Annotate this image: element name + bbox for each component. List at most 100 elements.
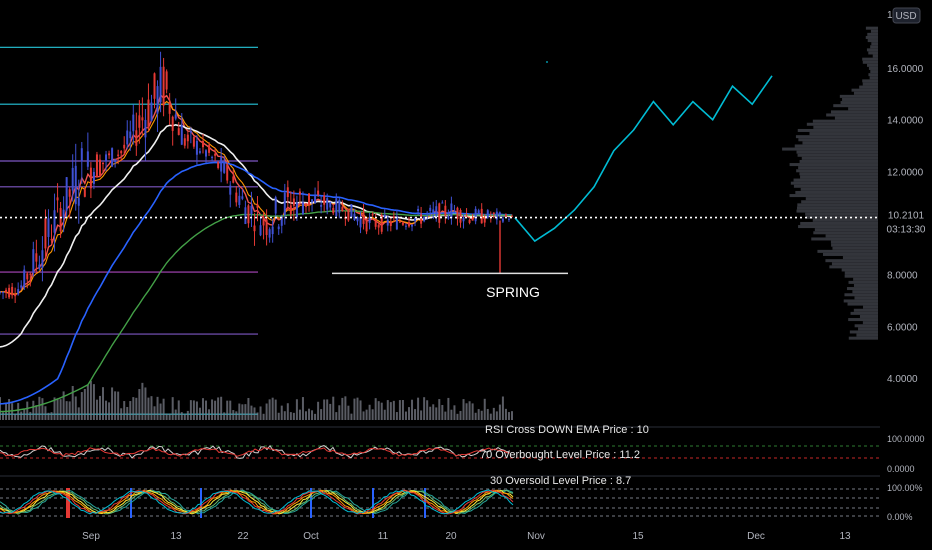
volume-bar <box>438 399 441 420</box>
volume-bar <box>98 395 101 420</box>
volume-bar <box>114 391 117 420</box>
candle-body <box>44 218 47 249</box>
candle-body <box>23 269 26 288</box>
volume-profile-bar <box>841 268 878 272</box>
volume-profile-bar <box>831 243 878 247</box>
volume-bar <box>138 389 141 420</box>
volume-profile-bar <box>843 299 878 303</box>
volume-bar <box>401 400 404 420</box>
volume-bar <box>353 398 356 420</box>
oscillator-signal-bar <box>372 488 374 518</box>
countdown-label: 03:13:30 <box>887 225 926 236</box>
volume-bar <box>56 398 59 420</box>
candle-body <box>235 192 238 203</box>
price-tick: 12.0000 <box>887 167 924 178</box>
candle-body <box>426 212 429 214</box>
volume-profile-bar <box>854 296 878 300</box>
volume-bar <box>198 407 201 420</box>
volume-profile-bar <box>842 256 878 260</box>
volume-profile-bar <box>844 293 878 297</box>
time-tick: 11 <box>378 531 389 542</box>
candle-body <box>335 198 338 216</box>
candle-body <box>217 162 220 168</box>
volume-bar <box>244 404 247 420</box>
volume-bar <box>53 397 56 420</box>
volume-bar <box>308 408 311 420</box>
volume-bar <box>380 402 383 420</box>
volume-bar <box>247 397 250 420</box>
volume-profile-bar <box>800 187 878 191</box>
candle-body <box>47 218 50 238</box>
candle-body <box>347 208 350 221</box>
volume-bar <box>404 411 407 420</box>
candle-body <box>211 156 214 158</box>
volume-bar <box>347 405 350 420</box>
candle-body <box>350 204 353 218</box>
candle-body <box>214 153 217 156</box>
volume-bar <box>317 401 320 420</box>
volume-bar <box>141 382 144 420</box>
volume-bar <box>450 409 453 420</box>
volume-bar <box>377 401 380 420</box>
volume-bar <box>220 396 223 420</box>
candle-body <box>289 205 292 215</box>
candle-body <box>168 101 171 114</box>
volume-bar <box>11 403 14 420</box>
volume-bar <box>232 410 235 420</box>
candle-body <box>192 136 195 147</box>
candle-body <box>62 209 65 218</box>
candle-body <box>301 202 304 215</box>
volume-bar <box>432 404 435 420</box>
currency-label: USD <box>895 11 916 22</box>
volume-bar <box>268 399 271 420</box>
time-axis[interactable]: Sep 13 22 Oct 11 20 Nov 15 Dec 13 <box>82 531 851 542</box>
volume-bar <box>338 405 341 420</box>
volume-profile-bar <box>870 70 878 74</box>
volume-bar <box>444 411 447 420</box>
volume-bar <box>165 413 168 420</box>
volume-bar <box>501 396 504 420</box>
candle-body <box>295 202 298 218</box>
rsi-pane[interactable]: RSI Cross DOWN EMA Price : 10 70 Overbou… <box>0 424 880 487</box>
oscillator-pane[interactable] <box>0 488 880 518</box>
volume-profile-bar <box>825 259 878 263</box>
current-price-box <box>880 208 932 241</box>
volume-bar <box>192 400 195 420</box>
candle-body <box>135 130 138 146</box>
candle-body <box>95 154 98 178</box>
volume-bar <box>256 412 259 420</box>
price-axis[interactable]: 18 USD 16.000014.000012.00008.00006.0000… <box>887 7 924 385</box>
candle-body <box>120 151 123 154</box>
time-tick: 13 <box>839 531 851 542</box>
volume-bar <box>126 406 129 420</box>
volume-bar <box>392 400 395 420</box>
price-tick: 16.0000 <box>887 64 924 75</box>
volume-bar <box>180 412 183 420</box>
candle-body <box>83 189 86 197</box>
volume-bar <box>371 409 374 420</box>
volume-bar <box>453 405 456 420</box>
candle-body <box>98 159 101 176</box>
volume-profile-bar <box>782 147 878 151</box>
volume-bar <box>168 413 171 420</box>
volume-bar <box>274 399 277 420</box>
volume-profile-bar <box>800 175 878 179</box>
currency-badge[interactable] <box>892 7 921 24</box>
volume-bar <box>386 400 389 420</box>
candle-body <box>477 210 480 214</box>
oscillator-signal-bar <box>68 488 70 518</box>
volume-bar <box>459 410 462 420</box>
volume-profile-bar <box>862 57 878 61</box>
volume-profile-bar <box>801 156 878 160</box>
volume-bar <box>259 406 262 420</box>
volume-profile-bar <box>793 184 878 188</box>
candle-body <box>468 219 471 223</box>
oscillator-signal-bar <box>66 488 68 518</box>
volume-bar <box>20 411 23 420</box>
volume-profile <box>782 26 878 340</box>
candle-body <box>280 216 283 226</box>
volume-bar <box>395 412 398 420</box>
volume-bar <box>186 410 189 420</box>
